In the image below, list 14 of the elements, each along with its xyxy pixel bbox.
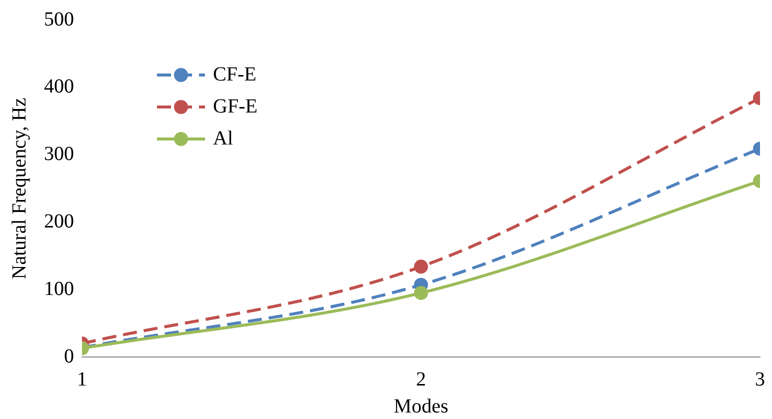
y-tick-label: 100 [44,278,74,300]
y-tick-label: 300 [44,143,74,166]
y-tick-label: 500 [44,8,74,30]
legend-label: CF-E [213,63,256,86]
x-tick-label: 1 [77,368,87,390]
x-axis-title: Modes [394,395,448,418]
legend-label: Al [213,127,234,150]
x-tick-label: 3 [755,368,765,390]
y-axis-title: Natural Frequency, Hz [8,98,30,280]
x-tick-label: 2 [416,368,426,390]
y-tick-label: 400 [44,76,74,98]
y-tick-label: 0 [64,345,74,368]
y-tick-label: 200 [44,210,74,232]
legend-label: GF-E [213,95,258,118]
